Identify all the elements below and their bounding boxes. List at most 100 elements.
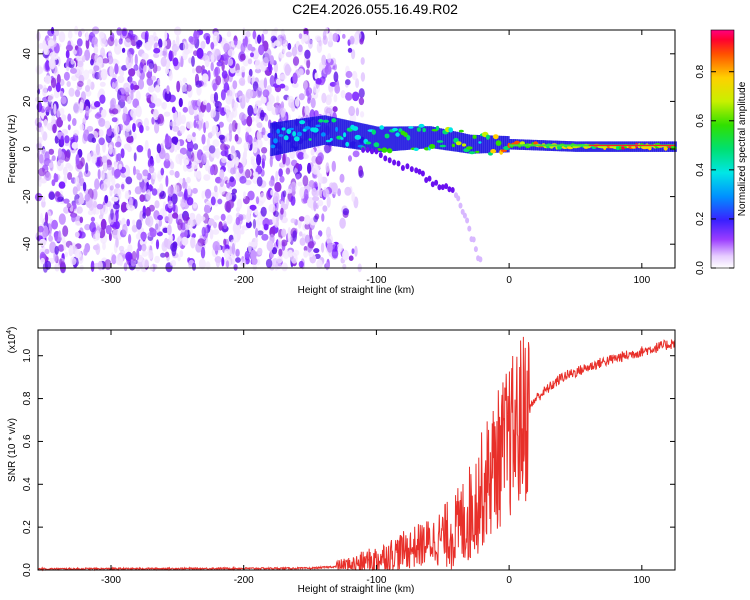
noise-speck xyxy=(352,150,360,158)
noise-speck xyxy=(93,200,98,208)
carrier-blob xyxy=(320,132,326,137)
noise-speck xyxy=(342,263,347,270)
noise-speck xyxy=(245,30,251,38)
noise-speck xyxy=(164,216,169,222)
branch-blob xyxy=(383,155,388,162)
noise-speck xyxy=(51,155,56,162)
noise-speck xyxy=(210,165,215,176)
carrier-envelope xyxy=(487,135,490,154)
carrier-blob xyxy=(485,134,490,140)
noise-speck xyxy=(255,115,260,124)
noise-speck xyxy=(360,57,365,65)
noise-speck xyxy=(136,145,144,153)
carrier-blob xyxy=(406,134,411,141)
noise-speck xyxy=(144,140,149,152)
noise-speck xyxy=(147,158,155,168)
noise-speck xyxy=(307,39,313,49)
carrier-blob xyxy=(315,124,321,128)
noise-speck xyxy=(290,195,296,206)
carrier-envelope xyxy=(377,126,381,153)
carrier-envelope xyxy=(445,129,448,151)
noise-speck xyxy=(145,189,152,201)
noise-speck xyxy=(316,259,323,269)
noise-speck xyxy=(322,188,330,198)
noise-speck xyxy=(260,95,267,104)
carrier-blob xyxy=(289,127,294,131)
carrier-blob xyxy=(354,134,362,140)
noise-speck xyxy=(315,78,322,85)
noise-speck xyxy=(233,101,239,109)
carrier-blob xyxy=(395,132,400,137)
noise-speck xyxy=(75,153,80,166)
noise-speck xyxy=(179,125,186,132)
noise-speck xyxy=(298,260,304,268)
noise-speck xyxy=(154,200,160,209)
noise-speck xyxy=(77,80,84,87)
noise-speck xyxy=(115,141,122,148)
noise-speck xyxy=(100,218,107,230)
noise-speck xyxy=(168,234,174,242)
noise-speck xyxy=(285,51,293,58)
noise-speck xyxy=(128,29,134,38)
noise-speck xyxy=(108,144,113,155)
noise-speck xyxy=(111,166,115,176)
noise-speck xyxy=(165,67,169,75)
noise-speck xyxy=(269,155,273,168)
noise-speck xyxy=(96,224,102,234)
noise-speck xyxy=(297,44,303,53)
carrier-blob xyxy=(318,119,324,123)
noise-speck xyxy=(254,171,259,178)
noise-speck xyxy=(254,68,262,74)
carrier-blob xyxy=(416,127,421,132)
noise-speck xyxy=(239,176,247,184)
noise-speck xyxy=(258,44,265,56)
noise-speck xyxy=(35,64,43,75)
noise-speck xyxy=(210,196,216,206)
noise-speck xyxy=(139,194,145,203)
carrier-blob xyxy=(381,147,388,153)
noise-speck xyxy=(133,64,139,71)
carrier-blob xyxy=(418,123,425,128)
noise-speck xyxy=(169,169,175,176)
colorbar-ticks: 0.0 0.2 0.4 0.6 0.8 xyxy=(695,64,734,275)
noise-speck xyxy=(230,167,236,175)
noise-speck xyxy=(226,160,234,169)
noise-speck xyxy=(310,97,316,109)
noise-speck xyxy=(52,123,57,134)
noise-speck xyxy=(84,193,91,202)
noise-speck xyxy=(68,245,74,257)
carrier-blob xyxy=(461,143,467,147)
noise-speck xyxy=(228,130,232,142)
noise-speck xyxy=(135,90,141,102)
noise-speck xyxy=(279,74,287,80)
noise-speck xyxy=(141,250,148,257)
noise-speck xyxy=(190,236,196,249)
carrier-envelope xyxy=(481,135,484,154)
noise-speck xyxy=(252,218,256,229)
noise-speck xyxy=(226,89,233,98)
noise-speck xyxy=(299,237,306,246)
carrier-blob xyxy=(286,128,292,134)
noise-speck xyxy=(321,213,325,222)
branch-blob xyxy=(400,165,405,171)
noise-speck xyxy=(132,132,137,140)
noise-speck xyxy=(64,135,70,144)
spectrogram-y-label: Frequency (Hz) xyxy=(7,115,18,184)
noise-speck xyxy=(298,163,303,172)
carrier-envelope xyxy=(469,134,472,154)
noise-speck xyxy=(172,212,179,219)
carrier-envelope xyxy=(461,133,464,153)
snr-panel: -300 -200 -100 0 100 0.0 0.2 0.4 0.6 0.8 1.0 Heig… xyxy=(6,327,676,595)
noise-speck xyxy=(244,35,248,47)
noise-speck xyxy=(291,82,299,88)
carrier-blob xyxy=(292,131,296,137)
noise-speck xyxy=(177,218,183,231)
carrier-envelope xyxy=(387,126,391,152)
branch-blob xyxy=(420,170,425,177)
noise-speck xyxy=(40,213,43,224)
noise-speck xyxy=(148,165,155,174)
noise-speck xyxy=(163,46,168,59)
noise-speck xyxy=(209,229,214,240)
noise-speck xyxy=(298,216,305,222)
noise-speck xyxy=(45,106,52,113)
